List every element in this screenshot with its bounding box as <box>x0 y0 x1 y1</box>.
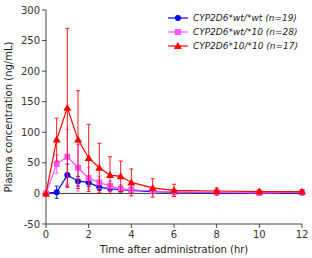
y-tick <box>42 71 46 72</box>
y-tick-label: 250 <box>21 35 40 46</box>
x-tick-label: 8 <box>213 229 219 240</box>
y-tick-label: 150 <box>21 96 40 107</box>
x-axis-label: Time after administration (hr) <box>99 244 249 255</box>
x-tick-label: 10 <box>253 229 266 240</box>
x-tick-label: 6 <box>171 229 177 240</box>
legend-label: CYP2D6*10/*10 (n=17) <box>193 41 298 51</box>
point <box>54 161 60 167</box>
legend-marker <box>175 15 181 21</box>
y-tick-label: 100 <box>21 127 40 138</box>
point <box>95 164 103 171</box>
series-line <box>46 157 302 194</box>
x-tick-label: 0 <box>43 229 49 240</box>
y-tick-label: 300 <box>21 5 40 16</box>
x-tick-label: 12 <box>296 229 309 240</box>
series-line <box>46 108 302 194</box>
plot-marks <box>42 28 306 198</box>
x-tick <box>216 224 217 228</box>
legend-marker <box>175 29 181 35</box>
y-tick-label: 50 <box>27 157 40 168</box>
y-tick-label: -50 <box>24 219 40 230</box>
y-tick <box>42 162 46 163</box>
x-tick <box>88 224 89 228</box>
x-tick <box>302 224 303 228</box>
point <box>117 172 125 179</box>
y-tick <box>42 101 46 102</box>
legend-label: CYP2D6*wt/*10 (n=28) <box>193 27 298 37</box>
x-tick <box>46 224 47 228</box>
point <box>85 154 93 161</box>
point <box>213 187 221 194</box>
point <box>106 171 114 178</box>
y-tick-label: 200 <box>21 66 40 77</box>
x-tick <box>174 224 175 228</box>
y-axis-label: Plasma concentration (ng/mL) <box>3 42 14 193</box>
point <box>54 189 60 195</box>
x-tick <box>259 224 260 228</box>
point <box>53 136 61 143</box>
point <box>43 190 49 196</box>
point <box>255 188 263 195</box>
x-tick <box>131 224 132 228</box>
x-tick-label: 2 <box>85 229 91 240</box>
error-bar <box>55 186 59 198</box>
legend-label: CYP2D6*wt/*wt (n=19) <box>193 13 297 23</box>
point <box>149 184 157 191</box>
legend-marker <box>174 42 182 49</box>
legend: CYP2D6*wt/*wt (n=19) CYP2D6*wt/*10 (n=28)… <box>168 13 298 51</box>
y-tick-label: 0 <box>34 188 40 199</box>
point <box>170 186 178 193</box>
y-tick <box>42 10 46 11</box>
y-tick <box>42 132 46 133</box>
y-tick <box>42 224 46 225</box>
point <box>127 178 135 185</box>
point <box>74 136 82 143</box>
y-tick <box>42 40 46 41</box>
point <box>298 188 306 195</box>
chart: -50050100150200250300024681012Time after… <box>0 0 312 258</box>
point <box>63 104 71 111</box>
x-tick-label: 4 <box>128 229 134 240</box>
point <box>42 189 50 196</box>
point <box>43 190 49 196</box>
